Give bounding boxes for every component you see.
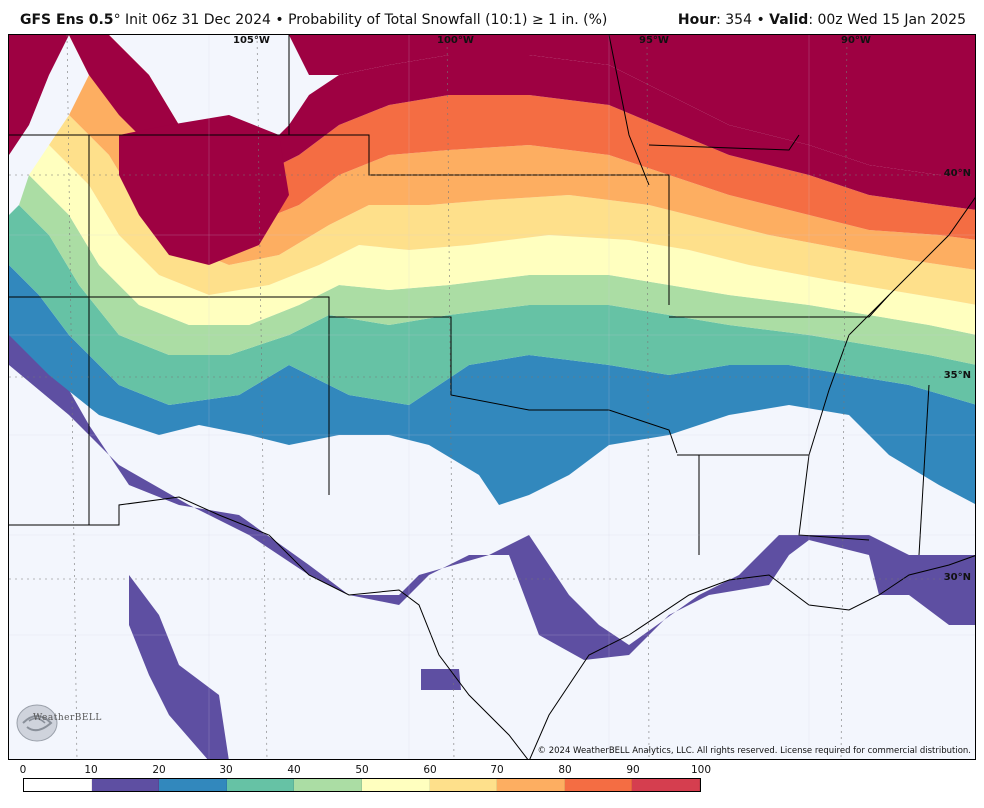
weatherbell-swirl-icon (16, 704, 58, 742)
gulf-coastline (529, 555, 975, 759)
legend-tick: 90 (626, 764, 640, 776)
prob-band-90 (9, 35, 975, 210)
latitude-label-30n: 30°N (943, 572, 971, 583)
map-area[interactable]: 105°W 100°W 95°W 90°W 40°N 35°N 30°N Wea… (8, 34, 976, 760)
valid-value: : 00z Wed 15 Jan 2025 (808, 12, 966, 28)
prob-band-50 (29, 145, 975, 335)
legend-color-bar (23, 778, 701, 792)
init-time: Init 06z 31 Dec 2024 (120, 12, 271, 28)
prob-band-70 (69, 75, 975, 270)
product-name: Probability of Total Snowfall (10:1) ≥ 1… (288, 12, 608, 28)
valid-label: Valid (769, 12, 809, 28)
legend-bin (497, 779, 565, 791)
legend-bin (226, 779, 295, 791)
legend-tick: 40 (287, 764, 301, 776)
separator: • (270, 12, 289, 28)
legend-bin (294, 779, 362, 791)
prob-band-10-west (129, 575, 229, 759)
hour-value: : 354 (716, 12, 752, 28)
graticule (9, 35, 975, 759)
color-legend: 0 10 20 30 40 50 60 70 80 90 100 (19, 764, 711, 804)
legend-tick: 10 (84, 764, 98, 776)
longitude-label-105w: 105°W (233, 35, 270, 46)
legend-bin (429, 779, 498, 791)
legend-bin (24, 779, 92, 791)
longitude-label-100w: 100°W (437, 35, 474, 46)
prob-band-90-west (9, 35, 69, 155)
copyright-notice: © 2024 WeatherBELL Analytics, LLC. All r… (537, 746, 971, 756)
prob-band-30 (9, 205, 975, 405)
prob-band-10-gulf (421, 669, 461, 690)
separator: • (752, 12, 770, 28)
legend-tick: 20 (152, 764, 166, 776)
latitude-label-40n: 40°N (943, 168, 971, 179)
legend-bin (361, 779, 430, 791)
legend-tick: 100 (690, 764, 712, 776)
legend-bin (159, 779, 227, 791)
longitude-label-90w: 90°W (841, 35, 871, 46)
legend-tick: 50 (355, 764, 369, 776)
prob-band-80 (69, 35, 975, 240)
hour-label: Hour (677, 12, 717, 28)
state-borders (9, 35, 975, 759)
prob-band-60 (49, 115, 975, 305)
map-title: GFS Ens 0.5° Init 06z 31 Dec 2024 • Prob… (20, 12, 607, 28)
legend-bin (632, 779, 700, 791)
legend-bin (91, 779, 160, 791)
legend-tick: 80 (558, 764, 572, 776)
latitude-label-35n: 35°N (943, 370, 971, 381)
weatherbell-logo: WeatherBELL (13, 701, 101, 745)
legend-tick: 0 (19, 764, 27, 776)
county-grid (9, 35, 975, 759)
legend-tick: 70 (490, 764, 504, 776)
degree-symbol: ° (113, 12, 121, 28)
snowfall-probability-map (9, 35, 975, 759)
map-header: GFS Ens 0.5° Init 06z 31 Dec 2024 • Prob… (0, 0, 984, 34)
legend-bin (564, 779, 633, 791)
prob-band-90-rockies (119, 115, 289, 265)
legend-tick: 60 (423, 764, 437, 776)
legend-tick: 30 (219, 764, 233, 776)
prob-band-90-north (289, 35, 975, 175)
model-name: GFS Ens 0.5 (20, 12, 114, 28)
longitude-label-95w: 95°W (639, 35, 669, 46)
logo-text: WeatherBELL (33, 713, 102, 723)
prob-band-20 (9, 265, 975, 505)
valid-info: Hour: 354 • Valid: 00z Wed 15 Jan 2025 (678, 12, 966, 28)
